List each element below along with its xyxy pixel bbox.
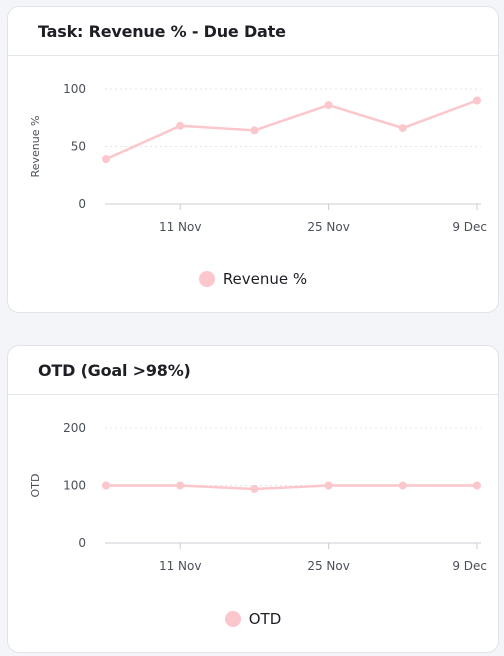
data-point[interactable] [102, 155, 110, 164]
x-tick-label: 25 Nov [307, 559, 350, 573]
chart-legend[interactable]: OTD [8, 610, 498, 628]
y-axis-title: OTD [29, 474, 42, 498]
x-tick-label: 25 Nov [307, 220, 350, 234]
data-point[interactable] [250, 126, 259, 135]
chart-legend[interactable]: Revenue % [8, 270, 498, 288]
data-point[interactable] [102, 481, 110, 490]
data-point[interactable] [324, 101, 333, 110]
otd-line-chart: 0 100 200 11 Nov 25 Nov 9 Dec OTD [29, 421, 487, 573]
legend-label: Revenue % [222, 270, 308, 288]
legend-marker [198, 271, 215, 287]
card-title: Task: Revenue % - Due Date [38, 21, 286, 41]
x-tick-label: 11 Nov [159, 220, 202, 234]
card-header: Task: Revenue % - Due Date [8, 7, 498, 56]
data-point[interactable] [250, 484, 259, 493]
series-line [105, 99, 478, 161]
card-header: OTD (Goal >98%) [8, 346, 498, 395]
data-point[interactable] [176, 481, 185, 490]
y-tick-label: 50 [71, 140, 86, 154]
y-tick-label: 200 [63, 421, 86, 435]
data-point[interactable] [473, 96, 481, 105]
x-tick-label: 9 Dec [452, 559, 487, 573]
data-point[interactable] [176, 121, 185, 130]
data-point[interactable] [398, 124, 407, 133]
revenue-chart-card: Task: Revenue % - Due Date 0 50 100 11 Nov 2… [7, 6, 499, 313]
y-tick-label: 100 [63, 82, 86, 96]
data-point[interactable] [473, 481, 481, 490]
x-tick-label: 11 Nov [159, 559, 202, 573]
legend-label: OTD [248, 610, 282, 628]
y-tick-label: 100 [63, 479, 86, 493]
series-line [106, 484, 477, 491]
y-tick-label: 0 [78, 536, 86, 550]
otd-chart-card: OTD (Goal >98%) 0 100 200 11 Nov 25 Nov 9 Dec… [7, 345, 499, 653]
y-axis-title: Revenue % [29, 116, 42, 178]
card-title: OTD (Goal >98%) [38, 360, 191, 380]
y-tick-label: 0 [78, 197, 86, 211]
legend-marker [224, 611, 241, 627]
data-point[interactable] [398, 481, 407, 490]
data-point[interactable] [324, 481, 333, 490]
x-tick-label: 9 Dec [452, 220, 487, 234]
revenue-line-chart: 0 50 100 11 Nov 25 Nov 9 Dec Revenue % [29, 82, 487, 234]
